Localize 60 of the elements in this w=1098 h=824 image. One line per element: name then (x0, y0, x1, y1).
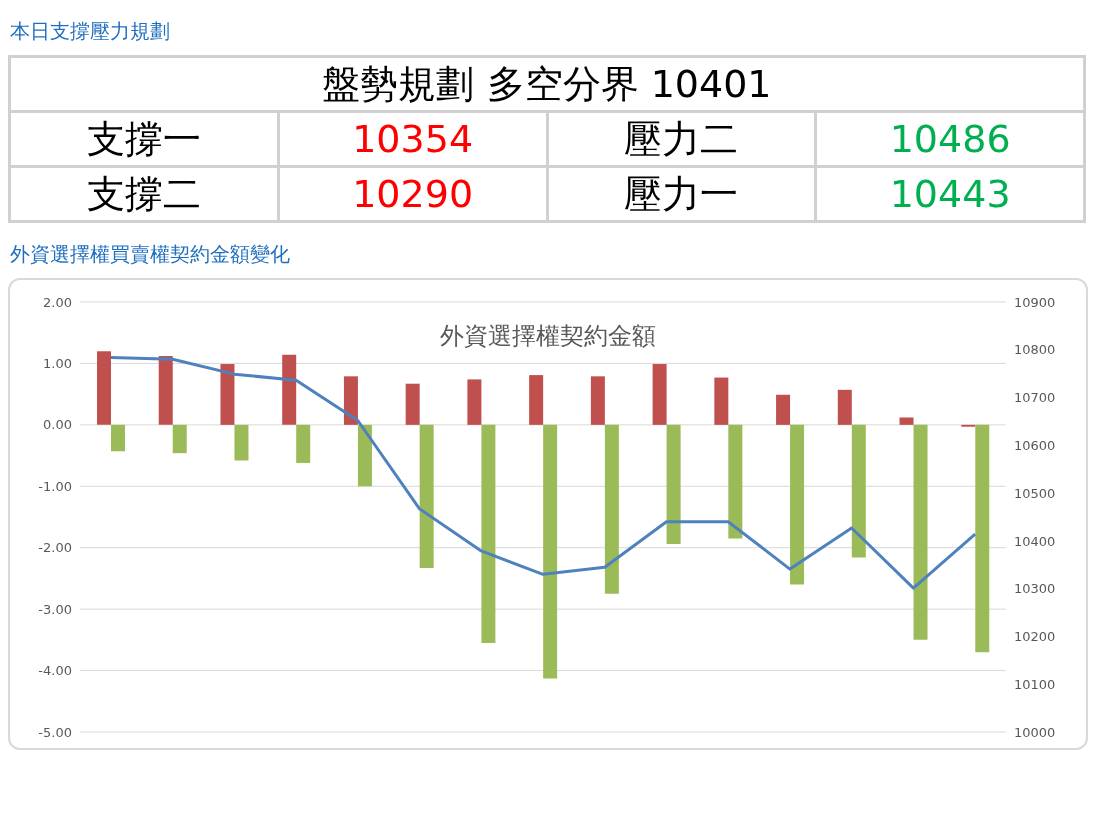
y2-tick-label: 10300 (1014, 581, 1056, 597)
line-series (109, 355, 977, 590)
bar (172, 424, 187, 454)
bar (343, 376, 358, 425)
y2-tick-label: 10500 (1014, 485, 1056, 501)
y2-tick-label: 10800 (1014, 342, 1056, 358)
y-tick-label: -1.00 (38, 478, 72, 494)
y-tick-label: 1.00 (43, 356, 72, 372)
bar (405, 383, 420, 425)
bar (652, 364, 667, 425)
bar (282, 354, 297, 425)
y-tick-label: -4.00 (38, 663, 72, 679)
bar (357, 424, 372, 487)
text: 外資選擇權契約金額 (440, 322, 656, 350)
y2-tick-label: 10600 (1014, 437, 1056, 453)
bar (111, 424, 125, 452)
bar (529, 375, 544, 425)
y-tick-label: -2.00 (38, 540, 72, 556)
bar (837, 389, 852, 425)
y2-tick-label: 10700 (1014, 390, 1056, 406)
bar (590, 376, 605, 425)
bar (975, 424, 990, 653)
bar (899, 417, 914, 425)
y-tick-label: -5.00 (38, 724, 72, 740)
y2-tick-label: 10000 (1014, 724, 1056, 740)
bar (97, 351, 111, 425)
text: 盤勢規劃 多空分界 10401 (9, 56, 1085, 112)
text: 支撐一 (9, 111, 279, 167)
y2-tick-label: 10100 (1014, 676, 1056, 692)
bar (419, 424, 434, 568)
bar (776, 394, 791, 425)
bar (666, 424, 681, 545)
bar (481, 424, 496, 643)
y2-tick-label: 10400 (1014, 533, 1056, 549)
bar (220, 364, 235, 425)
y2-tick-label: 10900 (1014, 294, 1056, 310)
y-tick-label: -3.00 (38, 601, 72, 617)
bar (714, 377, 729, 425)
chart-title: 外資選擇權買賣權契約金額變化 (10, 241, 291, 268)
bar (604, 424, 619, 594)
text: 10354 (278, 111, 547, 167)
y2-tick-label: 10200 (1014, 629, 1056, 645)
bar (851, 424, 866, 558)
bar (234, 424, 249, 461)
bar (158, 356, 173, 425)
bar (467, 379, 482, 425)
bar (543, 424, 558, 679)
text: 10443 (815, 166, 1085, 222)
bar (728, 424, 743, 539)
bar (790, 424, 805, 585)
text: 壓力二 (547, 111, 816, 167)
bar (913, 424, 928, 640)
text: 10290 (278, 166, 547, 222)
y-tick-label: 0.00 (43, 417, 72, 433)
text: 10486 (815, 111, 1085, 167)
text: 本日支撐壓力規劃 (10, 18, 171, 45)
bar (296, 424, 311, 463)
text: 壓力一 (547, 166, 816, 222)
y-tick-label: 2.00 (43, 294, 72, 310)
text: 支撐二 (9, 166, 279, 222)
